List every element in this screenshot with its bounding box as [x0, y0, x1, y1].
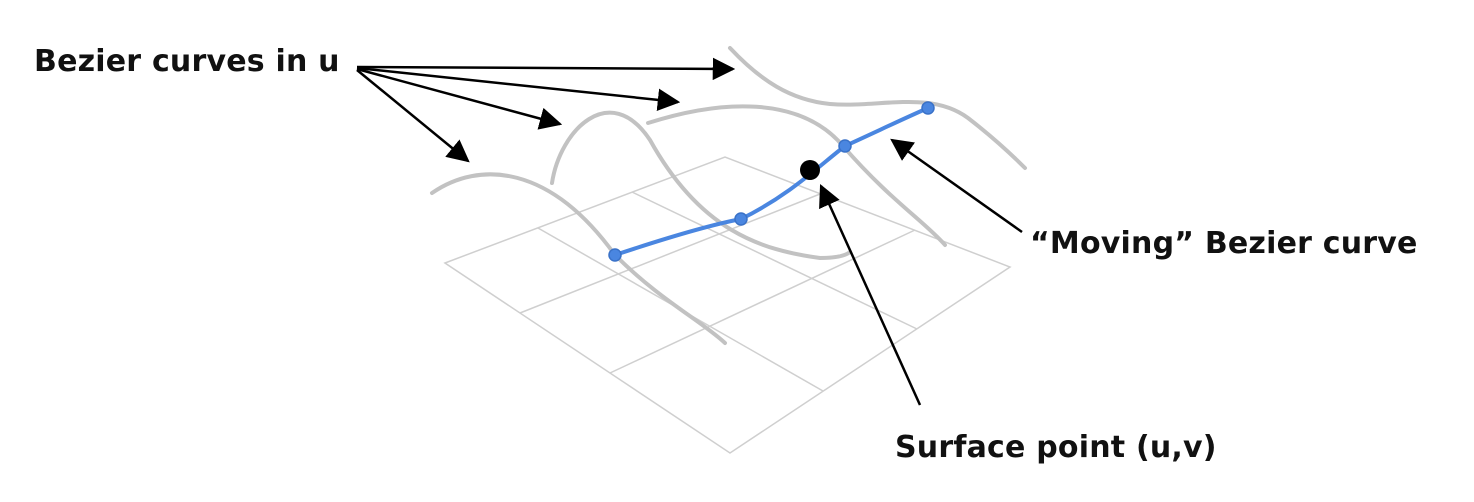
arrow-to-surface-point: [819, 183, 922, 406]
control-point-3: [838, 139, 852, 153]
arrow-to-u-curve-4: [356, 57, 736, 81]
moving-curve-control-points: [608, 101, 935, 262]
grid-line-v2: [631, 191, 918, 330]
control-point-1: [608, 248, 622, 262]
arrow-to-u-curve-1: [356, 69, 470, 163]
arrow-to-u-curve-2: [356, 67, 563, 130]
u-curve-2: [550, 110, 852, 261]
arrow-to-moving-curve: [890, 138, 1023, 234]
control-point-4: [921, 101, 935, 115]
grid-outline: [443, 156, 1012, 454]
u-curve-1: [430, 172, 727, 345]
grid-line-u2: [609, 229, 916, 374]
u-curve-arrows: [356, 57, 736, 163]
grid-line-u1: [519, 193, 821, 314]
u-curve-3: [646, 104, 947, 247]
arrow-to-u-curve-3: [356, 66, 681, 112]
control-point-2: [734, 212, 748, 226]
u-curves: [430, 46, 1027, 345]
surface-point: [800, 160, 820, 180]
label-moving-bezier-curve: “Moving” Bezier curve: [1030, 226, 1418, 261]
label-surface-point: Surface point (u,v): [895, 430, 1217, 465]
parameter-grid: [443, 156, 1012, 454]
moving-bezier-curve: [613, 106, 930, 257]
u-curve-4: [728, 46, 1027, 170]
label-bezier-curves-in-u: Bezier curves in u: [34, 44, 340, 79]
